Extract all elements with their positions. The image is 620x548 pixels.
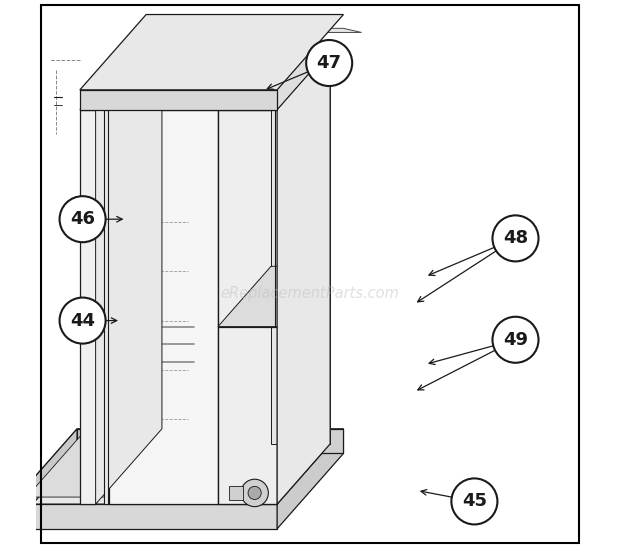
Circle shape [60, 196, 105, 242]
Circle shape [306, 40, 352, 86]
Text: 49: 49 [503, 331, 528, 349]
Text: 48: 48 [503, 230, 528, 247]
Polygon shape [11, 429, 77, 529]
Circle shape [60, 298, 105, 344]
Polygon shape [218, 57, 324, 110]
Polygon shape [271, 49, 330, 444]
Circle shape [451, 478, 497, 524]
Polygon shape [110, 110, 218, 504]
Text: 44: 44 [70, 312, 95, 329]
Polygon shape [277, 429, 343, 529]
Polygon shape [27, 436, 327, 497]
Polygon shape [80, 14, 343, 90]
Polygon shape [80, 110, 95, 504]
Text: eReplacementParts.com: eReplacementParts.com [221, 286, 399, 301]
Text: 46: 46 [70, 210, 95, 228]
Circle shape [492, 317, 539, 363]
Polygon shape [80, 34, 162, 110]
Circle shape [241, 479, 268, 506]
Polygon shape [218, 266, 330, 327]
Circle shape [248, 487, 261, 500]
Polygon shape [104, 110, 108, 504]
Polygon shape [11, 504, 277, 529]
Polygon shape [218, 110, 277, 504]
Polygon shape [146, 28, 361, 32]
Polygon shape [95, 34, 162, 504]
Polygon shape [77, 429, 343, 454]
Text: 45: 45 [462, 493, 487, 510]
Circle shape [492, 215, 539, 261]
Polygon shape [229, 486, 243, 500]
Polygon shape [11, 429, 343, 504]
Text: 47: 47 [317, 54, 342, 72]
Polygon shape [80, 90, 277, 110]
Polygon shape [277, 49, 330, 504]
